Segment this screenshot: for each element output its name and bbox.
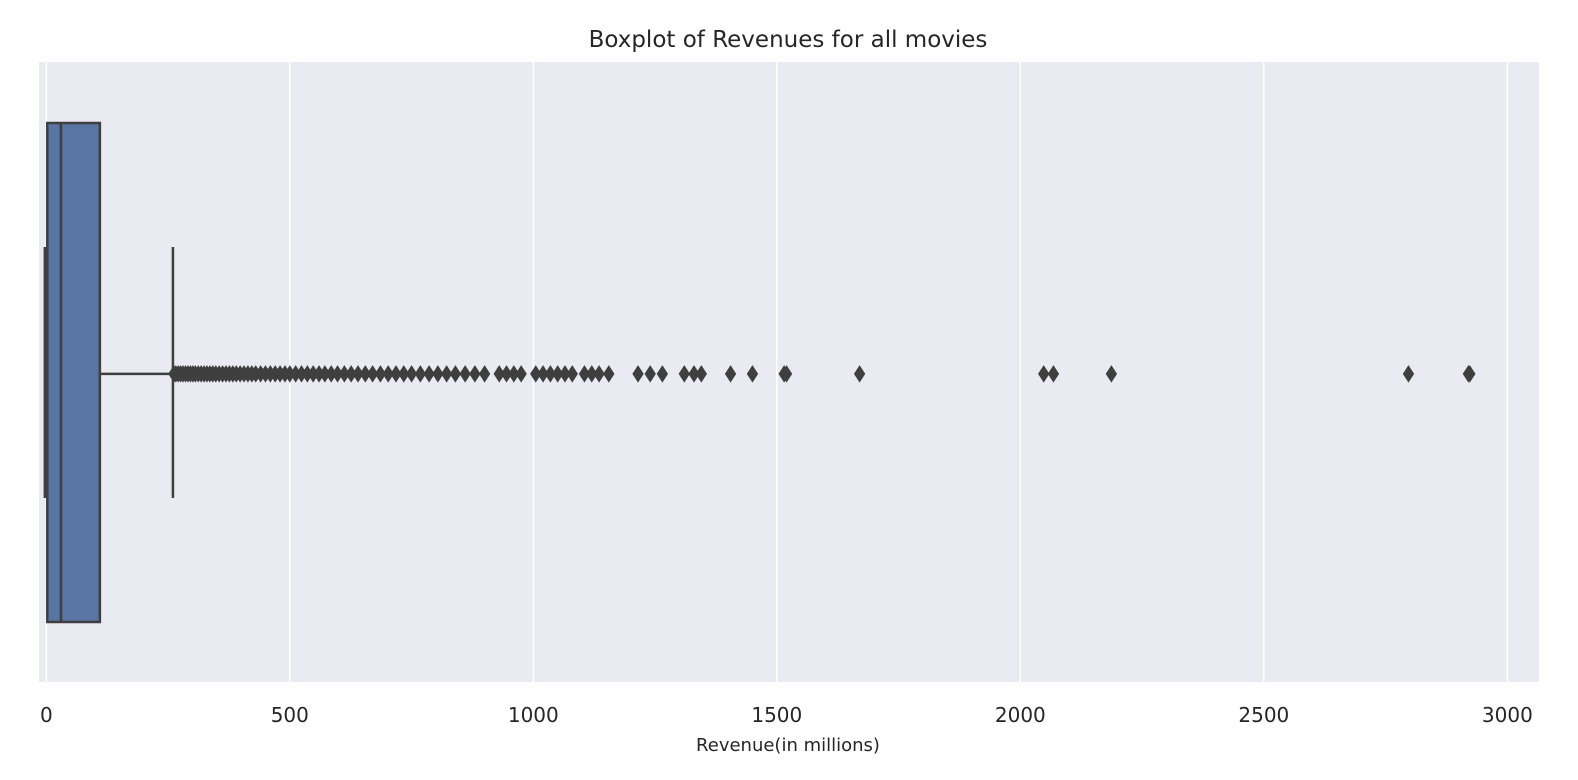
x-tick-label-500: 500 [271,703,309,727]
x-tick-label-2500: 2500 [1238,703,1289,727]
outlier-point [853,365,866,383]
outlier-point [449,365,462,383]
outlier-point [780,365,793,383]
outlier-point [656,365,669,383]
outlier-point [1047,365,1060,383]
outlier-point [459,365,471,383]
outlier-point [469,365,481,383]
x-tick-label-1000: 1000 [508,703,559,727]
outlier-point [593,365,605,383]
outlier-point [678,365,690,383]
outlier-point [432,365,444,383]
outlier-point [746,365,759,383]
x-axis-ticks: 0 500 1000 1500 2000 2500 3000 [40,703,1533,727]
outlier-point [1038,365,1050,383]
outlier-point [724,365,737,383]
outlier-point [382,365,394,383]
x-tick-label-3000: 3000 [1482,703,1533,727]
outlier-point [423,365,435,383]
x-tick-label-2000: 2000 [995,703,1046,727]
outlier-point [1105,365,1118,383]
box-iqr [46,121,102,624]
x-axis-label: Revenue(in millions) [696,735,880,756]
outlier-point [632,365,644,383]
outlier-point [1464,365,1476,383]
outlier-point [440,365,453,383]
outlier-point [566,365,578,383]
outlier-points [168,365,1476,383]
outlier-point [695,365,708,383]
x-tick-label-1500: 1500 [751,703,802,727]
outlier-point [644,365,656,383]
outlier-point [374,365,387,383]
outlier-point [390,365,402,383]
outlier-point [515,365,527,383]
outlier-point [1402,365,1415,383]
outlier-point [478,365,491,383]
outlier-point [405,365,418,383]
x-tick-label-0: 0 [40,703,53,727]
outlier-point [603,365,615,383]
outlier-point [414,365,427,383]
outlier-point [366,365,379,383]
outlier-point [398,365,410,383]
chart-title: Boxplot of Revenues for all movies [589,27,988,53]
